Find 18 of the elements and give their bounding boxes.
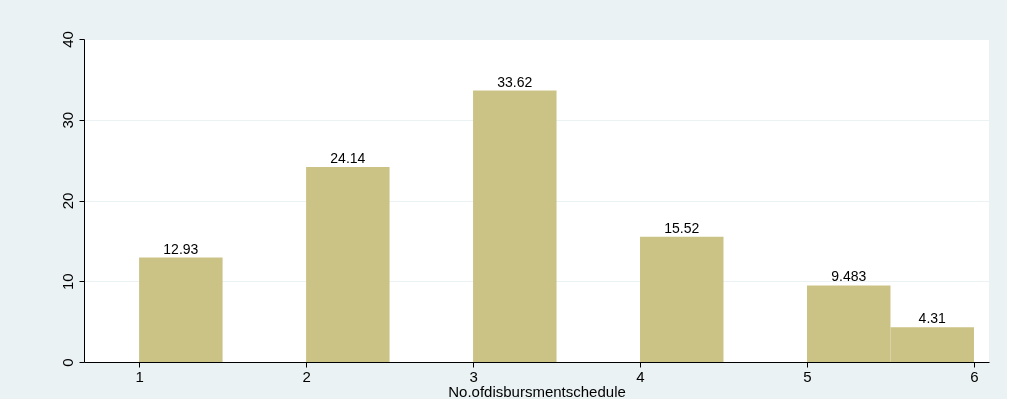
y-tick-label: 30	[58, 111, 76, 129]
y-tick-label: 0	[58, 358, 76, 367]
x-tick-label: 1	[135, 367, 144, 385]
y-tick-label: 40	[58, 31, 76, 48]
x-axis-title: No.ofdisbursmentschedule	[448, 382, 626, 400]
data-label: 33.62	[497, 73, 533, 90]
data-label: 9.483	[831, 268, 867, 285]
data-label: 4.31	[918, 310, 947, 327]
data-label: 15.52	[664, 219, 700, 236]
data-label: 24.14	[330, 150, 366, 167]
y-tick-label: 10	[58, 273, 76, 291]
data-label: 12.93	[163, 240, 199, 257]
x-tick-label: 5	[803, 367, 812, 385]
x-tick-label: 6	[970, 367, 979, 385]
x-tick-label: 3	[469, 367, 478, 385]
x-tick-label: 4	[636, 367, 645, 385]
y-tick-label: 20	[58, 192, 76, 210]
x-tick-label: 2	[302, 367, 311, 385]
